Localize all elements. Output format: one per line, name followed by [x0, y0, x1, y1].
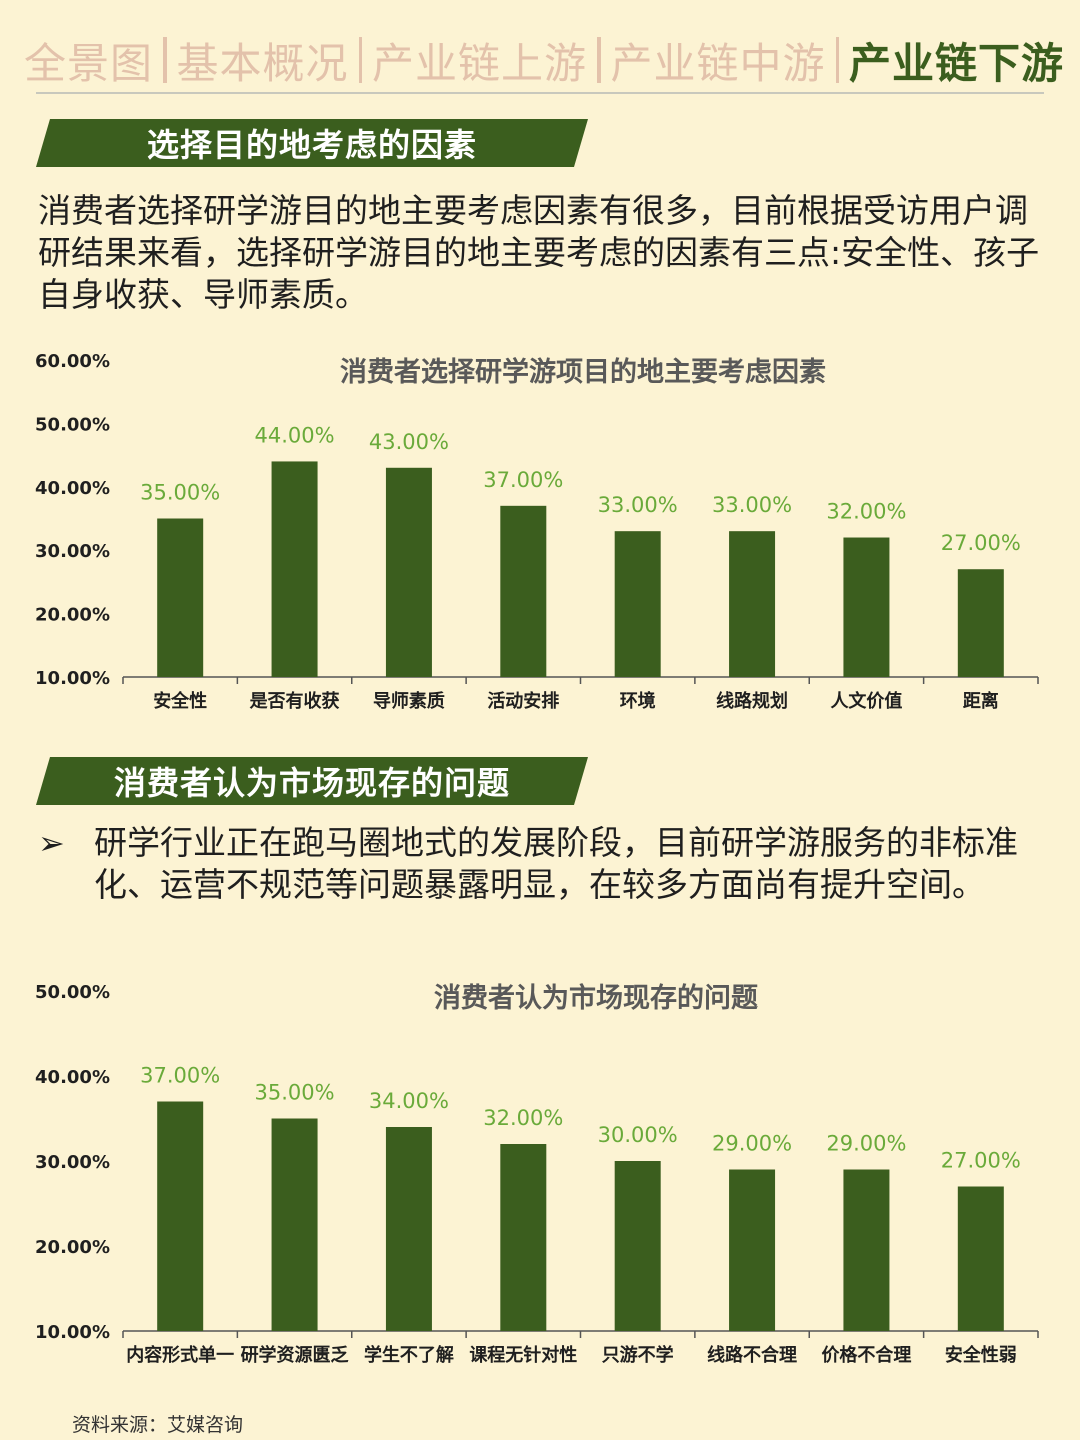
y-tick-label: 60.00% [35, 351, 110, 372]
y-tick-label: 20.00% [35, 1237, 110, 1258]
chart-title: 消费者认为市场现存的问题 [434, 982, 758, 1014]
data-label: 32.00% [826, 500, 906, 524]
bullet-point: ➢ 研学行业正在跑马圈地式的发展阶段，目前研学游服务的非标准化、运营不规范等问题… [38, 822, 1048, 906]
bar [614, 531, 661, 677]
chart-title: 消费者选择研学游项目的地主要考虑因素 [340, 356, 826, 388]
tab-upstream[interactable]: 产业链上游 [372, 38, 588, 88]
section-description: 消费者选择研学游目的地主要考虑因素有很多，目前根据受访用户调研结果来看，选择研学… [38, 191, 1040, 314]
section-heading-problems: 消费者认为市场现存的问题 [36, 757, 588, 805]
y-tick-label: 50.00% [35, 414, 110, 435]
bar [500, 505, 547, 677]
bar [385, 467, 432, 677]
tab-overview[interactable]: 全景图 [24, 38, 154, 88]
source-note: 资料来源：艾媒咨询 [72, 1414, 244, 1436]
category-label: 距离 [963, 690, 999, 712]
header-divider [36, 92, 1044, 94]
data-label: 32.00% [483, 1106, 563, 1130]
tab-divider [597, 37, 601, 83]
bar [957, 1186, 1004, 1331]
bar [157, 518, 204, 677]
arrow-bullet-icon: ➢ [38, 824, 65, 862]
factors-bar-chart: 消费者选择研学游项目的地主要考虑因素 10.00% 20.00% 30.00% 40.0… [35, 351, 1039, 712]
category-label: 研学资源匮乏 [241, 1344, 349, 1366]
category-label: 价格不合理 [821, 1344, 911, 1366]
data-label: 30.00% [598, 1123, 678, 1147]
bar [271, 1118, 318, 1331]
category-label: 活动安排 [487, 690, 559, 712]
data-label: 44.00% [255, 423, 335, 447]
category-label: 内容形式单一 [126, 1344, 234, 1366]
y-tick-label: 50.00% [35, 982, 110, 1003]
y-tick-label: 40.00% [35, 478, 110, 499]
category-label: 导师素质 [373, 690, 445, 712]
data-label: 27.00% [941, 531, 1021, 555]
data-label: 33.00% [598, 493, 678, 517]
tab-divider [835, 37, 839, 83]
section-heading-text: 选择目的地考虑的因素 [146, 126, 477, 164]
bar [385, 1127, 432, 1331]
bar [614, 1161, 661, 1331]
bar [729, 1169, 776, 1331]
category-label: 环境 [620, 690, 656, 712]
data-label: 35.00% [140, 481, 220, 505]
problems-bar-chart: 消费者认为市场现存的问题 10.00% 20.00% 30.00% 40.00% 50.0… [35, 982, 1039, 1366]
section-heading-text: 消费者认为市场现存的问题 [113, 764, 510, 802]
bar [957, 569, 1004, 677]
data-label: 29.00% [826, 1132, 906, 1156]
y-tick-label: 40.00% [35, 1067, 110, 1088]
category-label: 学生不了解 [364, 1344, 454, 1366]
data-label: 29.00% [712, 1132, 792, 1156]
y-tick-label: 30.00% [35, 541, 110, 562]
tab-divider [163, 37, 167, 83]
category-label: 线路规划 [716, 690, 788, 712]
tab-downstream[interactable]: 产业链下游 [849, 38, 1065, 88]
data-label: 35.00% [255, 1081, 335, 1105]
section-heading-factors: 选择目的地考虑的因素 [36, 119, 588, 167]
tab-divider [358, 37, 362, 83]
data-label: 37.00% [483, 468, 563, 492]
y-tick-label: 10.00% [35, 668, 110, 689]
data-label: 43.00% [369, 430, 449, 454]
bullet-text: 研学行业正在跑马圈地式的发展阶段，目前研学游服务的非标准化、运营不规范等问题暴露… [94, 823, 1018, 904]
y-tick-label: 20.00% [35, 605, 110, 626]
category-label: 安全性 [153, 690, 207, 712]
tab-basic-overview[interactable]: 基本概况 [176, 38, 349, 88]
bar [843, 1169, 890, 1331]
data-label: 34.00% [369, 1089, 449, 1113]
category-label: 只游不学 [602, 1344, 674, 1366]
data-label: 37.00% [140, 1064, 220, 1088]
section-nav: 全景图 基本概况 产业链上游 产业链中游 产业链下游 [24, 28, 1064, 92]
category-label: 是否有收获 [249, 690, 340, 712]
tab-midstream[interactable]: 产业链中游 [610, 38, 826, 88]
y-tick-label: 30.00% [35, 1152, 110, 1173]
bar [157, 1101, 204, 1331]
bar [271, 461, 318, 677]
bar [500, 1144, 547, 1331]
bar [843, 537, 890, 677]
category-label: 线路不合理 [707, 1344, 797, 1366]
category-label: 安全性弱 [945, 1344, 1017, 1366]
category-label: 课程无针对性 [469, 1344, 577, 1366]
category-label: 人文价值 [830, 690, 902, 712]
data-label: 33.00% [712, 493, 792, 517]
y-tick-label: 10.00% [35, 1322, 110, 1343]
data-label: 27.00% [941, 1149, 1021, 1173]
bar [729, 531, 776, 677]
